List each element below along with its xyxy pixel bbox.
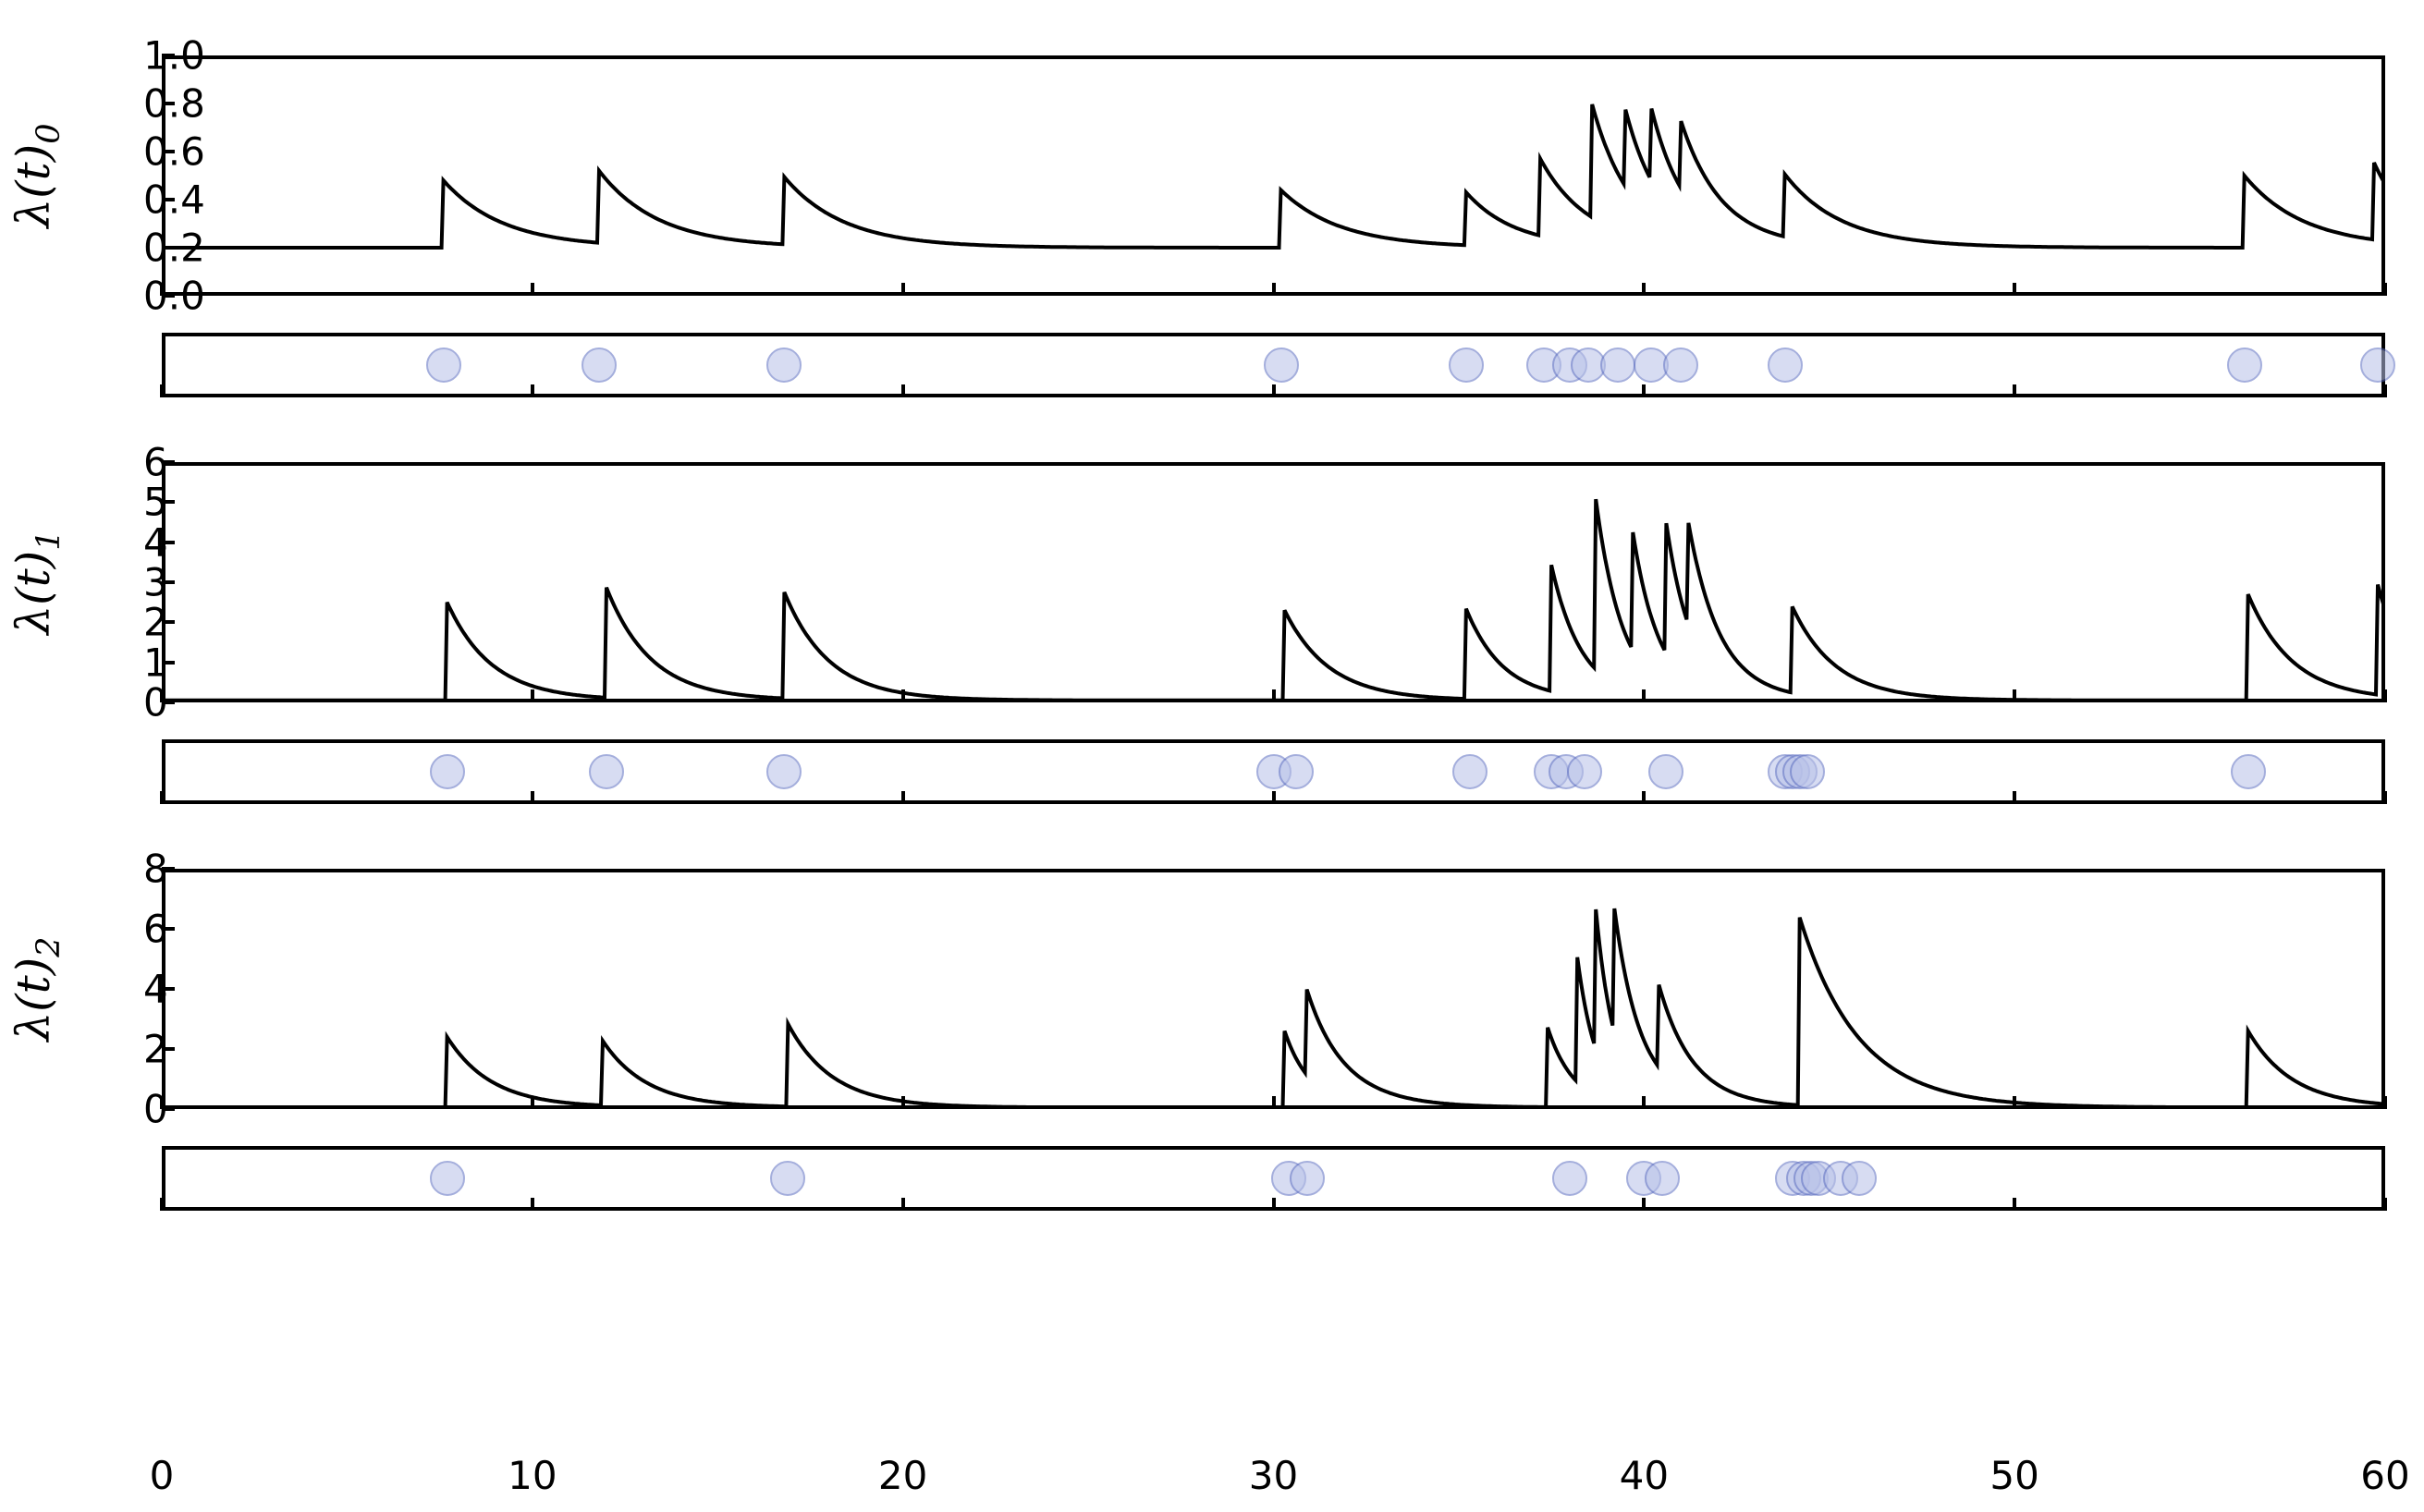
xtick-mark bbox=[1272, 791, 1276, 804]
xtick-mark bbox=[1642, 791, 1646, 804]
xtick-label: 50 bbox=[1989, 1453, 2038, 1498]
ytick-mark bbox=[162, 102, 175, 105]
xtick-mark bbox=[1272, 1198, 1276, 1211]
ylabel-1: λ(t)1 bbox=[6, 530, 67, 634]
xtick-label: 20 bbox=[878, 1453, 927, 1498]
xtick-mark bbox=[2383, 283, 2387, 296]
xtick-mark bbox=[160, 689, 164, 702]
event-marker bbox=[1645, 1161, 1680, 1196]
ytick-mark bbox=[162, 54, 175, 57]
xtick-mark bbox=[2383, 384, 2387, 397]
xtick-mark bbox=[160, 283, 164, 296]
ytick-mark bbox=[162, 580, 175, 584]
xtick-mark bbox=[531, 791, 534, 804]
xtick-mark bbox=[1272, 384, 1276, 397]
xtick-mark bbox=[2383, 689, 2387, 702]
ytick-mark bbox=[162, 987, 175, 991]
event-marker bbox=[1842, 1161, 1877, 1196]
xtick-mark bbox=[160, 791, 164, 804]
xtick-mark bbox=[2013, 384, 2016, 397]
xtick-mark bbox=[901, 283, 905, 296]
xtick-mark bbox=[531, 384, 534, 397]
xtick-mark bbox=[1642, 384, 1646, 397]
ytick-mark bbox=[162, 867, 175, 871]
xtick-mark bbox=[1642, 1096, 1646, 1109]
xtick-mark bbox=[2013, 1198, 2016, 1211]
event-marker bbox=[426, 348, 461, 383]
event-marker bbox=[1452, 754, 1487, 789]
xtick-label: 60 bbox=[2360, 1453, 2409, 1498]
event-marker bbox=[1290, 1161, 1325, 1196]
xtick-mark bbox=[901, 1198, 905, 1211]
ylabel-0: λ(t)0 bbox=[6, 123, 67, 227]
ytick-mark bbox=[162, 500, 175, 504]
xtick-mark bbox=[901, 384, 905, 397]
xtick-mark bbox=[1272, 689, 1276, 702]
xtick-mark bbox=[2013, 689, 2016, 702]
xtick-mark bbox=[531, 689, 534, 702]
intensity-panel-1 bbox=[162, 462, 2385, 702]
xtick-mark bbox=[160, 384, 164, 397]
intensity-panel-2 bbox=[162, 869, 2385, 1109]
xtick-mark bbox=[901, 1096, 905, 1109]
event-marker bbox=[1768, 348, 1803, 383]
event-marker bbox=[770, 1161, 805, 1196]
event-marker bbox=[1279, 754, 1314, 789]
xtick-mark bbox=[531, 1096, 534, 1109]
xtick-mark bbox=[160, 1096, 164, 1109]
event-marker bbox=[2231, 754, 2266, 789]
ytick-mark bbox=[162, 541, 175, 544]
ytick-mark bbox=[162, 198, 175, 201]
xtick-mark bbox=[1272, 1096, 1276, 1109]
xtick-mark bbox=[1642, 283, 1646, 296]
event-marker bbox=[430, 754, 465, 789]
ytick-mark bbox=[162, 460, 175, 464]
xtick-mark bbox=[2383, 791, 2387, 804]
xtick-label: 10 bbox=[508, 1453, 557, 1498]
ytick-mark bbox=[162, 1107, 175, 1111]
event-marker bbox=[2360, 348, 2395, 383]
xtick-mark bbox=[1642, 689, 1646, 702]
ytick-mark bbox=[162, 1047, 175, 1051]
event-marker bbox=[1567, 754, 1602, 789]
figure: 0.00.20.40.60.81.0λ(t)00123456λ(t)102468… bbox=[0, 0, 2424, 1512]
xtick-mark bbox=[2013, 791, 2016, 804]
event-marker bbox=[1449, 348, 1484, 383]
intensity-panel-0 bbox=[162, 55, 2385, 296]
xtick-mark bbox=[531, 1198, 534, 1211]
event-marker bbox=[766, 754, 802, 789]
event-marker bbox=[1790, 754, 1825, 789]
xtick-mark bbox=[531, 283, 534, 296]
xtick-label: 0 bbox=[150, 1453, 175, 1498]
event-marker bbox=[1552, 1161, 1587, 1196]
event-marker bbox=[582, 348, 617, 383]
event-marker bbox=[1264, 348, 1299, 383]
xtick-mark bbox=[160, 1198, 164, 1211]
ytick-mark bbox=[162, 294, 175, 298]
xtick-mark bbox=[901, 791, 905, 804]
xtick-label: 30 bbox=[1249, 1453, 1298, 1498]
ytick-mark bbox=[162, 150, 175, 153]
xtick-mark bbox=[1642, 1198, 1646, 1211]
xtick-mark bbox=[2383, 1096, 2387, 1109]
ytick-mark bbox=[162, 701, 175, 704]
xtick-mark bbox=[901, 689, 905, 702]
ytick-mark bbox=[162, 661, 175, 665]
event-marker bbox=[1663, 348, 1698, 383]
event-marker bbox=[2227, 348, 2262, 383]
xtick-mark bbox=[2013, 1096, 2016, 1109]
ytick-mark bbox=[162, 620, 175, 624]
event-marker bbox=[1648, 754, 1683, 789]
ylabel-2: λ(t)2 bbox=[6, 936, 67, 1041]
event-marker bbox=[766, 348, 802, 383]
ytick-mark bbox=[162, 246, 175, 250]
xtick-mark bbox=[1272, 283, 1276, 296]
xtick-mark bbox=[2383, 1198, 2387, 1211]
xtick-mark bbox=[2013, 283, 2016, 296]
event-marker bbox=[1600, 348, 1635, 383]
xtick-label: 40 bbox=[1620, 1453, 1669, 1498]
ytick-mark bbox=[162, 927, 175, 931]
event-marker bbox=[589, 754, 624, 789]
event-marker bbox=[430, 1161, 465, 1196]
